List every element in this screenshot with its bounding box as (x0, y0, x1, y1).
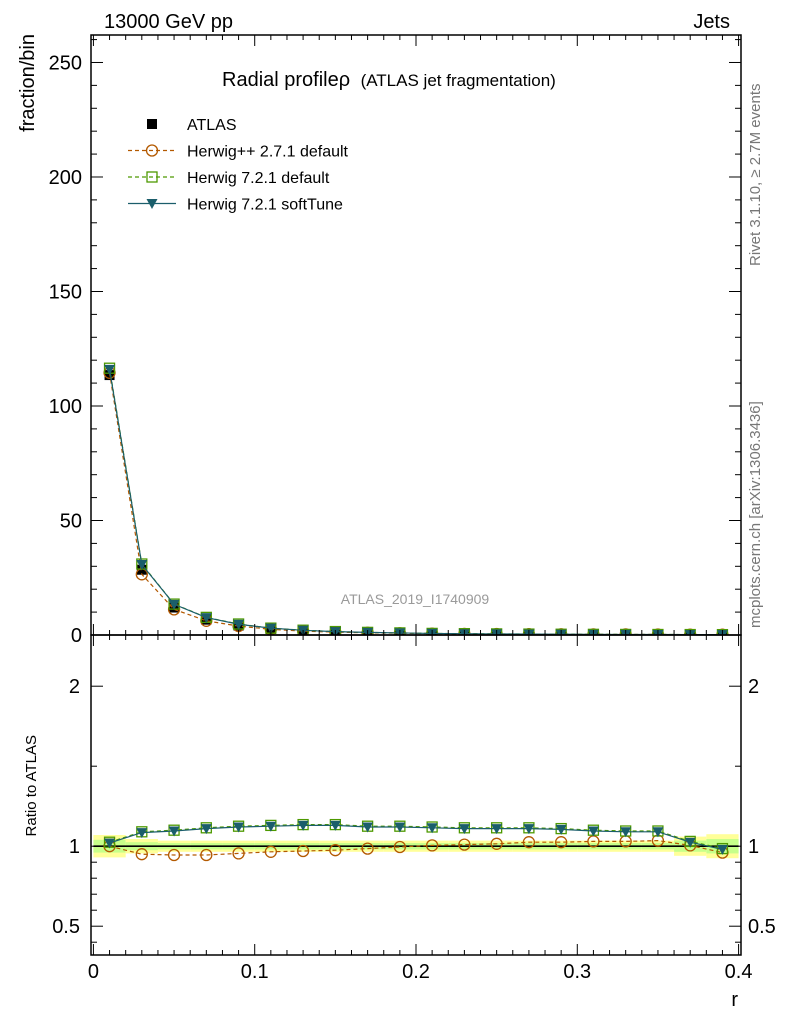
legend-marker (146, 171, 158, 183)
y-tick-label-top: 150 (49, 281, 82, 303)
ratio-point-herwig-2-7-1-default (555, 836, 568, 849)
ratio-point-herwig-2-7-1-default (522, 836, 536, 849)
ratio-point-herwig-2-7-1-default (296, 844, 310, 858)
y-axis-label-bottom: Ratio to ATLAS (23, 735, 40, 836)
ratio-point-herwig-2-7-1-default (264, 845, 277, 858)
data-point-herwig-7-2-1-softtune (136, 559, 148, 570)
ratio-point-herwig-7-2-1-softtune (458, 824, 470, 835)
bottom-panel-frame (90, 634, 742, 956)
legend-entry: Herwig 7.2.1 default (128, 170, 330, 187)
legend: ATLAS Herwig++ 2.7.1 default Herwig 7.2.1 … (128, 117, 349, 214)
y-tick-label-top: 50 (60, 510, 82, 532)
ratio-point-herwig-7-2-1-softtune (716, 844, 728, 855)
chart-title: Radial profileρ (ATLAS jet fragmentation… (222, 69, 556, 91)
x-axis-label: r (731, 989, 738, 1011)
ratio-point-herwig-2-7-1-default (361, 842, 374, 855)
ratio-point-herwig-2-7-1-default (458, 838, 471, 851)
y-tick-label-top: 100 (49, 396, 82, 418)
ratio-tick-label-left: 2 (69, 676, 80, 698)
legend-marker (147, 119, 157, 129)
legend-entry: ATLAS (147, 117, 237, 134)
rivet-label: Rivet 3.1.10, ≥ 2.7M events (747, 84, 764, 267)
x-tick-label: 0 (88, 961, 99, 983)
ratio-point-herwig-7-2-1-softtune (329, 820, 341, 831)
ratio-point-herwig-2-7-1-default (167, 848, 181, 862)
legend-label: Herwig++ 2.7.1 default (187, 144, 349, 161)
ratio-point-herwig-7-2-1-softtune (684, 837, 696, 848)
legend-marker (145, 144, 159, 157)
data-point-herwig-7-2-1-softtune (104, 364, 116, 375)
ratio-point-herwig-7-2-1-softtune (297, 820, 309, 831)
ratio-point-herwig-7-2-1-softtune (620, 827, 632, 838)
mcplots-label: mcplots.cern.ch [arXiv:1306.3436] (747, 401, 764, 628)
legend-label: ATLAS (187, 117, 237, 134)
legend-label: Herwig 7.2.1 default (187, 170, 330, 187)
ratio-point-herwig-2-7-1-default (425, 839, 439, 852)
ratio-point-herwig-7-2-1-softtune (652, 827, 664, 838)
header-energy: 13000 GeV pp (104, 11, 233, 33)
ratio-point-herwig-7-2-1-softtune (233, 822, 245, 833)
ratio-point-herwig-2-7-1-default (329, 844, 342, 857)
axes: 0 0.1 0.2 0.3 0.4 0 50 100 150 200 250 0.5 0.5 1 1 2 2 (49, 34, 776, 983)
ratio-tick-label-right: 1 (748, 836, 759, 858)
ratio-point-herwig-7-2-1-softtune (587, 826, 599, 837)
legend-marker (146, 199, 158, 209)
y-axis-label-top: fraction/bin (17, 34, 39, 132)
ratio-band-group (93, 834, 739, 859)
ratio-point-herwig-7-2-1-softtune (265, 821, 277, 832)
ratio-tick-label-right: 2 (748, 676, 759, 698)
ratio-point-herwig-7-2-1-softtune (491, 824, 503, 835)
ratio-tick-label-left: 1 (69, 836, 80, 858)
legend-entry: Herwig++ 2.7.1 default (128, 144, 349, 161)
chart-subtitle: (ATLAS jet fragmentation) (361, 71, 556, 90)
ratio-point-herwig-2-7-1-default (393, 840, 407, 854)
ratio-point-herwig-7-2-1-softtune (555, 824, 567, 835)
data-point-herwig-7-2-1-softtune (200, 613, 212, 624)
ratio-point-herwig-7-2-1-softtune (362, 822, 374, 833)
data-point-herwig-7-2-1-softtune (233, 619, 245, 630)
x-tick-label: 0.4 (725, 961, 753, 983)
ratio-line-herwig-7-2-1-softtune (109, 824, 723, 850)
ratio-tick-label-left: 0.5 (52, 916, 80, 938)
ratio-tick-label-right: 0.5 (748, 916, 776, 938)
y-tick-label-top: 250 (49, 52, 82, 74)
x-tick-label: 0.3 (563, 961, 591, 983)
ratio-point-herwig-7-2-1-softtune (168, 826, 180, 837)
ratio-point-herwig-2-7-1-default (490, 837, 503, 850)
header-process: Jets (693, 11, 730, 33)
ratio-point-herwig-2-7-1-default (135, 848, 148, 861)
ratio-point-herwig-7-2-1-softtune (200, 824, 212, 835)
y-tick-label-top: 200 (49, 167, 82, 189)
ratio-point-herwig-2-7-1-default (232, 847, 245, 860)
ratio-band (93, 834, 739, 859)
data-point-herwig-7-2-1-softtune (265, 623, 277, 634)
ratio-point-herwig-7-2-1-softtune (136, 828, 148, 839)
series-layer (103, 362, 729, 862)
data-point-herwig-7-2-1-softtune (168, 599, 180, 610)
y-tick-label-top: 0 (71, 625, 82, 647)
x-tick-label: 0.1 (241, 961, 269, 983)
ratio-point-herwig-7-2-1-softtune (426, 823, 438, 834)
ratio-point-herwig-7-2-1-softtune (394, 822, 406, 833)
ratio-point-herwig-2-7-1-default (200, 848, 213, 862)
legend-label: Herwig 7.2.1 softTune (187, 197, 343, 214)
bottom-panel-series (103, 818, 729, 862)
x-tick-label: 0.2 (402, 961, 430, 983)
analysis-id: ATLAS_2019_I1740909 (341, 591, 490, 607)
legend-entry: Herwig 7.2.1 softTune (128, 197, 343, 214)
ratio-point-herwig-7-2-1-softtune (523, 824, 535, 835)
chart-title-main: Radial profileρ (222, 69, 350, 91)
ratio-point-herwig-7-2-1-softtune (104, 838, 116, 849)
